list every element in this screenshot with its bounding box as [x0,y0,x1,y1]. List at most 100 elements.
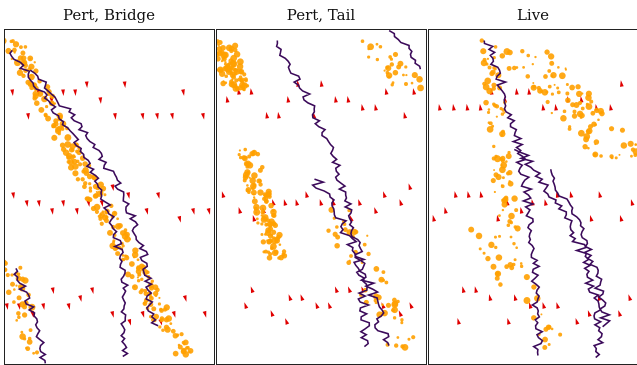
particle-blob [500,107,503,110]
particle-blob [169,322,172,325]
flow-arrow [348,286,352,293]
flow-arrow [127,319,131,326]
flow-arrow [201,113,205,120]
particle-blob [247,171,250,174]
flow-arrow [620,80,624,87]
particle-blob [13,288,16,291]
particle-blob [511,195,517,201]
particle-blob [386,72,392,78]
flow-arrow [412,88,416,95]
particle-blob [261,216,268,223]
particle-blob [557,66,560,69]
particle-blob [620,128,625,133]
flow-arrow [251,286,255,293]
particle-blob [227,63,230,66]
particle-blob [10,273,13,276]
particle-blob [137,279,140,282]
particle-blob [243,148,247,152]
particle-blob [44,113,48,117]
particle-blob [28,64,34,70]
particle-blob [367,47,370,50]
particle-blob [581,107,585,111]
particle-blob [180,332,184,336]
particle-blob [376,43,379,46]
particle-blob [506,171,510,175]
flow-arrow [85,81,89,88]
flow-arrow [239,207,243,214]
flow-arrow [51,287,55,294]
particle-blob [500,53,506,59]
particle-blob [234,51,241,58]
particle-blob [253,193,255,195]
flow-arrow [110,311,114,318]
particle-blob [222,80,224,82]
particle-blob [385,65,389,69]
particle-blob [515,225,521,231]
particle-blob [151,280,154,283]
particle-blob [19,45,23,49]
particle-blob [566,83,569,86]
particle-blob [502,209,504,211]
particle-blob [72,154,76,158]
flow-arrow [271,310,275,317]
particle-blob [366,252,370,256]
particle-blob [495,276,500,281]
flow-arrow [253,215,257,222]
particle-blob [78,162,82,166]
particle-blob [133,286,135,288]
particle-blob [102,210,105,213]
particle-blob [126,255,129,258]
particle-blob [80,177,84,181]
flow-arrow [631,199,635,206]
particle-blob [491,264,497,270]
particle-blob [531,284,536,289]
particle-blob [231,75,236,80]
particle-blob [508,181,514,187]
particle-blob [496,254,503,261]
particle-blob [609,154,613,158]
particle-blob [271,237,278,244]
flow-arrow [609,104,613,111]
particle-blob [164,326,170,332]
flow-arrow [265,112,269,119]
particle-blob [618,154,620,156]
particle-blob [105,216,108,219]
particle-blob [496,116,498,118]
flow-arrow [320,80,324,87]
particle-blob [556,87,559,90]
particle-blob [575,84,580,89]
particle-blob [540,313,542,315]
particle-blob [582,144,587,149]
particle-blob [594,143,596,145]
particle-blob [480,38,484,42]
particle-blob [572,113,577,118]
particle-blob [76,177,80,181]
particle-blob [95,210,99,214]
particle-blob [124,232,130,238]
particle-blob [335,235,340,240]
particle-blob [14,51,16,53]
particle-blob [149,285,154,290]
particle-blob [140,278,143,281]
particle-blob [503,112,505,114]
particle-blob [61,147,66,152]
particle-blob [112,241,115,244]
particle-blob [18,266,22,270]
particle-blob [502,176,505,179]
particle-blob [217,56,221,62]
particle-blob [6,273,10,277]
particle-blob [267,250,270,253]
particle-blob [261,239,266,244]
particle-blob [51,123,56,128]
particle-blob [186,346,190,350]
particle-blob [512,242,515,245]
particle-blob [531,85,537,91]
flow-arrow [285,318,289,325]
particle-blob [5,38,7,45]
particle-blob [183,340,189,346]
particle-blob [630,155,633,158]
particle-blob [366,235,368,237]
particle-blob [523,297,530,304]
particle-blob [268,203,274,209]
flow-arrow [155,113,159,120]
